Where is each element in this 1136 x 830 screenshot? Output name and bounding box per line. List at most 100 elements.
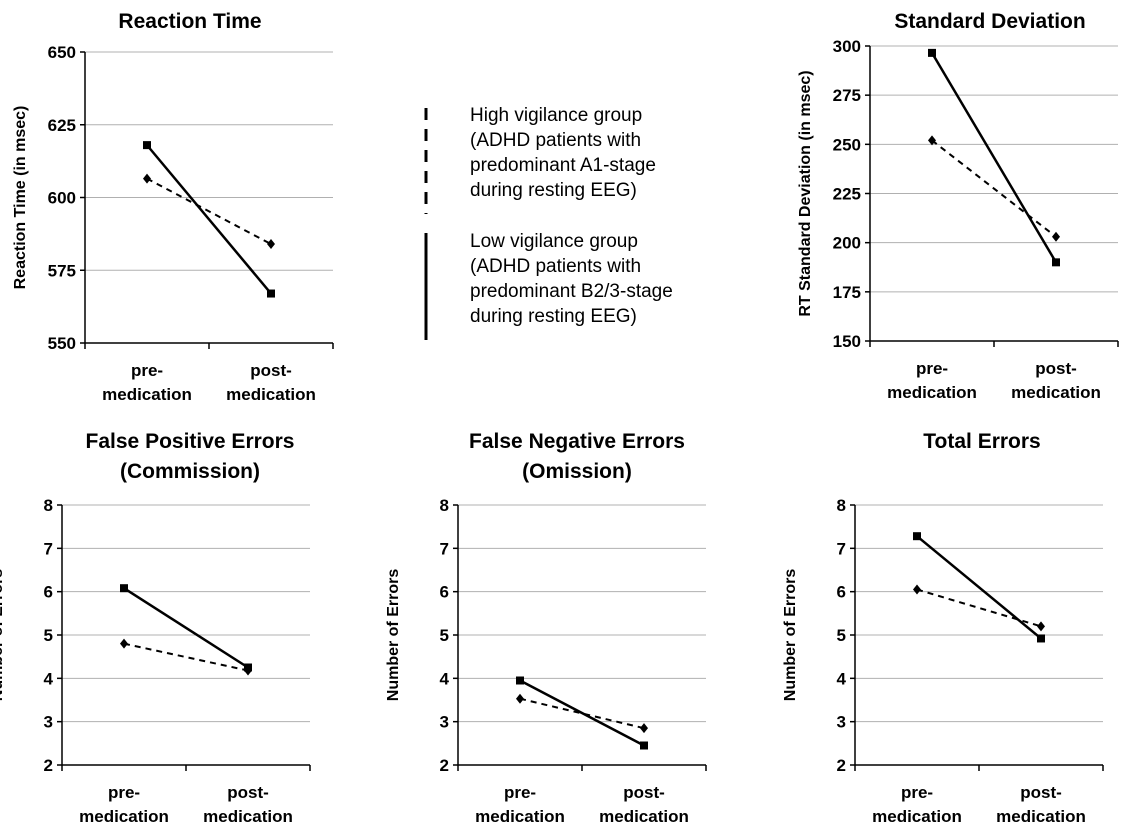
chart-1-y-axis-label: Reaction Time (in msec) xyxy=(12,106,29,290)
chart-4-title: (Omission) xyxy=(522,460,632,483)
chart-2: 150 175 200 225 250 275 300 pre-medication post-… xyxy=(797,10,1119,402)
chart-4-title: False Negative Errors xyxy=(469,430,685,453)
chart-5-y-tick-label: 7 xyxy=(837,539,846,558)
legend-high-line-4: during resting EEG) xyxy=(470,180,637,201)
chart-3-x-tick-label: post- xyxy=(227,783,269,802)
chart-3-title: False Positive Errors xyxy=(86,430,295,453)
chart-5-low-vigilance-line xyxy=(916,535,1042,640)
chart-3-y-tick-label: 3 xyxy=(44,713,53,732)
chart-4: 2 3 4 5 6 7 8 pre-medication post-medication Fals… xyxy=(385,430,707,826)
chart-1-y-tick-label: 575 xyxy=(48,261,76,280)
chart-3: 2 3 4 5 6 7 8 pre-medication post-medication Fals… xyxy=(0,430,311,826)
chart-5-y-tick-label: 3 xyxy=(837,713,846,732)
chart-5-y-tick-label: 8 xyxy=(837,496,846,515)
chart-2-low-vigilance-line xyxy=(930,52,1058,263)
chart-3-high-vigilance-line xyxy=(123,642,249,672)
chart-3-y-tick-label: 5 xyxy=(44,626,53,645)
legend-low-line-4: during resting EEG) xyxy=(470,306,637,327)
chart-1-y-tick-label: 650 xyxy=(48,43,76,62)
chart-4-high-vigilance-point xyxy=(516,693,524,704)
chart-2-y-tick-label: 300 xyxy=(833,37,861,56)
chart-3-title: (Commission) xyxy=(120,460,260,483)
chart-1-low-vigilance-point xyxy=(143,141,151,150)
chart-2-y-tick-label: 175 xyxy=(833,283,861,302)
chart-4-low-vigilance-line xyxy=(519,679,645,747)
chart-5-low-vigilance-point xyxy=(1037,634,1045,643)
chart-1-high-vigilance-point xyxy=(143,173,151,184)
chart-5-high-vigilance-point xyxy=(913,584,921,595)
chart-3-y-axis-label: Number of Errors xyxy=(0,569,6,702)
chart-5-x-tick-label: medication xyxy=(872,807,962,826)
chart-5: 2 3 4 5 6 7 8 pre-medication post-medication Tota… xyxy=(782,430,1104,826)
legend-high-line-3: predominant A1-stage xyxy=(470,155,656,176)
chart-2-x-tick-label: medication xyxy=(1011,383,1101,402)
chart-5-y-tick-label: 4 xyxy=(837,669,847,688)
chart-2-low-vigilance-point xyxy=(928,48,936,57)
chart-3-x-tick-label: pre- xyxy=(108,783,140,802)
chart-3-y-tick-label: 7 xyxy=(44,539,53,558)
chart-3-low-vigilance-point xyxy=(244,663,252,672)
chart-5-high-vigilance-point xyxy=(1037,621,1045,632)
chart-2-y-axis-label: RT Standard Deviation (in msec) xyxy=(797,70,814,316)
chart-2-x-tick-label: post- xyxy=(1035,359,1077,378)
chart-5-low-vigilance-point xyxy=(913,532,921,541)
chart-2-high-vigilance-point xyxy=(928,135,936,146)
legend-low-line-2: (ADHD patients with xyxy=(470,256,641,277)
chart-2-x-tick-label: medication xyxy=(887,383,977,402)
chart-2-high-vigilance-point xyxy=(1052,231,1060,242)
chart-5-y-tick-label: 6 xyxy=(837,583,846,602)
chart-4-y-tick-label: 7 xyxy=(440,539,449,558)
chart-5-y-axis-label: Number of Errors xyxy=(782,569,799,702)
chart-3-y-tick-label: 2 xyxy=(44,756,53,775)
chart-4-high-vigilance-point xyxy=(640,723,648,734)
legend-high-line-2: (ADHD patients with xyxy=(470,130,641,151)
chart-1-high-vigilance-point xyxy=(267,239,275,250)
chart-4-y-axis-label: Number of Errors xyxy=(385,569,402,702)
legend-low-line-1: Low vigilance group xyxy=(470,231,638,252)
chart-5-y-tick-label: 5 xyxy=(837,626,846,645)
chart-2-y-tick-label: 250 xyxy=(833,135,861,154)
chart-1-y-tick-label: 625 xyxy=(48,116,76,135)
chart-2-y-tick-label: 225 xyxy=(833,185,861,204)
legend-low-line-3: predominant B2/3-stage xyxy=(470,281,673,302)
chart-5-x-tick-label: medication xyxy=(996,807,1086,826)
chart-1-high-vigilance-line xyxy=(146,177,272,245)
chart-3-x-tick-label: medication xyxy=(203,807,293,826)
chart-4-x-tick-label: post- xyxy=(623,783,665,802)
chart-4-x-tick-label: medication xyxy=(599,807,689,826)
chart-4-y-tick-label: 4 xyxy=(440,669,450,688)
chart-3-low-vigilance-line xyxy=(123,587,249,669)
chart-5-x-tick-label: pre- xyxy=(901,783,933,802)
chart-3-y-tick-label: 6 xyxy=(44,583,53,602)
chart-3-high-vigilance-point xyxy=(120,638,128,649)
chart-1-low-vigilance-line xyxy=(146,144,272,295)
chart-1-title: Reaction Time xyxy=(118,10,261,33)
legend: High vigilance group (ADHD patients with… xyxy=(424,105,673,340)
chart-1-x-tick-label: post- xyxy=(250,361,292,380)
chart-4-y-tick-label: 5 xyxy=(440,626,449,645)
chart-5-high-vigilance-line xyxy=(916,588,1042,628)
chart-5-title: Total Errors xyxy=(923,430,1040,453)
chart-1-low-vigilance-point xyxy=(267,289,275,298)
chart-1-x-tick-label: pre- xyxy=(131,361,163,380)
chart-5-y-tick-label: 2 xyxy=(837,756,846,775)
chart-3-y-tick-label: 8 xyxy=(44,496,53,515)
legend-high-line-1: High vigilance group xyxy=(470,105,642,126)
chart-3-y-tick-label: 4 xyxy=(44,669,54,688)
chart-5-x-tick-label: post- xyxy=(1020,783,1062,802)
chart-2-low-vigilance-point xyxy=(1052,258,1060,267)
chart-2-title: Standard Deviation xyxy=(894,10,1085,33)
chart-1: 550 575 600 625 650 pre-medication post-medica… xyxy=(12,10,334,404)
chart-4-y-tick-label: 3 xyxy=(440,713,449,732)
chart-4-x-tick-label: medication xyxy=(475,807,565,826)
chart-1-y-tick-label: 550 xyxy=(48,334,76,353)
chart-1-x-tick-label: medication xyxy=(226,385,316,404)
chart-3-x-tick-label: medication xyxy=(79,807,169,826)
chart-1-y-tick-label: 600 xyxy=(48,189,76,208)
chart-1-x-tick-label: medication xyxy=(102,385,192,404)
chart-2-y-tick-label: 150 xyxy=(833,332,861,351)
chart-4-y-tick-label: 2 xyxy=(440,756,449,775)
chart-4-low-vigilance-point xyxy=(516,676,524,685)
chart-2-x-tick-label: pre- xyxy=(916,359,948,378)
